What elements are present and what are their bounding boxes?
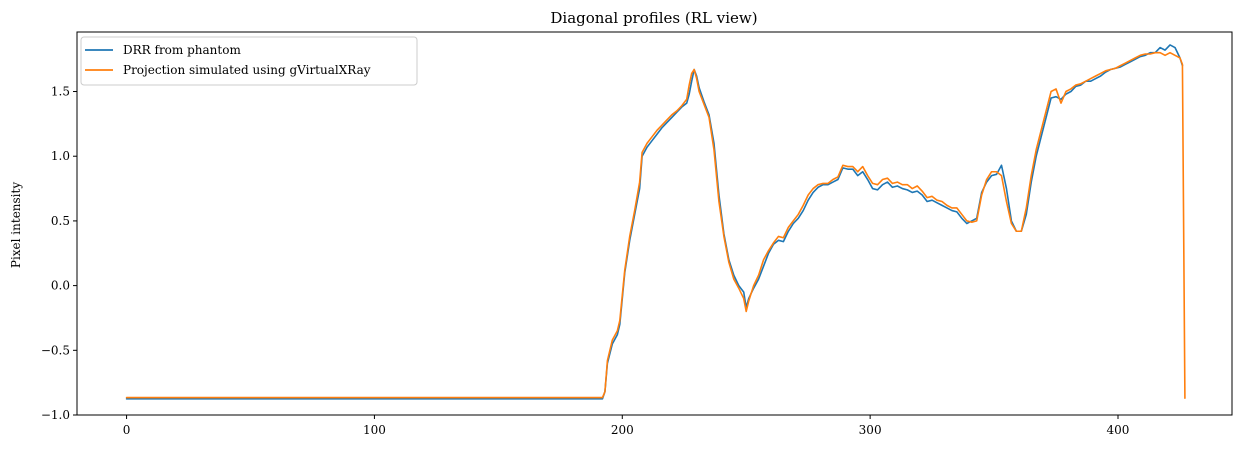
y-axis-label: Pixel intensity <box>9 182 23 268</box>
plot-area <box>125 44 1186 400</box>
legend-entry-1: DRR from phantom <box>123 43 241 57</box>
y-tick-label: 0.5 <box>51 214 70 228</box>
axes-frame <box>76 31 1233 416</box>
legend: DRR from phantom Projection simulated usi… <box>80 36 418 86</box>
x-tick-label: 0 <box>123 423 131 437</box>
y-tick-label: −0.5 <box>41 343 70 357</box>
x-tick-label: 100 <box>363 423 386 437</box>
axis-ticks: 0 100 200 300 400 −1.0 −0.5 0.0 0.5 1.0 1.5 <box>41 85 1130 437</box>
x-tick-label: 300 <box>859 423 882 437</box>
y-tick-label: −1.0 <box>41 408 70 422</box>
y-tick-label: 1.5 <box>51 85 70 99</box>
legend-box <box>80 36 418 86</box>
chart-title: Diagonal profiles (RL view) <box>550 9 757 27</box>
y-tick-label: 1.0 <box>51 149 70 163</box>
series-line-2 <box>125 51 1186 399</box>
x-tick-label: 200 <box>611 423 634 437</box>
legend-entry-2: Projection simulated using gVirtualXRay <box>123 63 371 77</box>
y-tick-label: 0.0 <box>51 279 70 293</box>
x-tick-label: 400 <box>1107 423 1130 437</box>
